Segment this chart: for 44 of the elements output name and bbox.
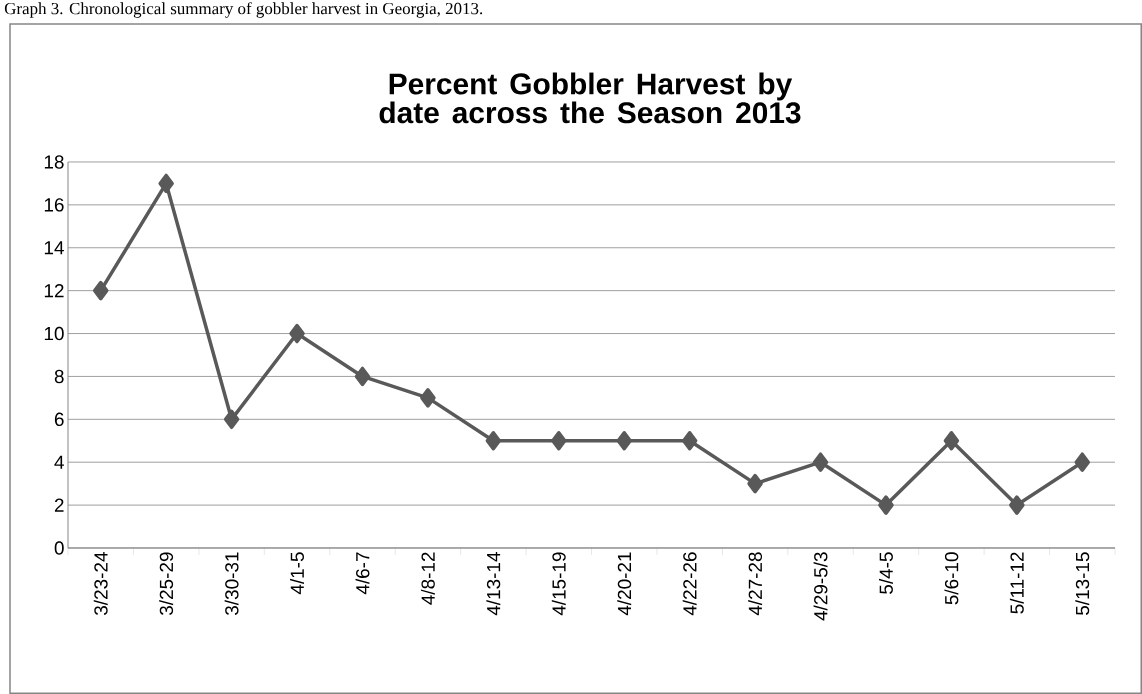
- x-tick-label: 5/6-10: [944, 552, 959, 605]
- point: [943, 431, 960, 451]
- y-tick-label: 16: [44, 198, 64, 212]
- point: [223, 409, 240, 430]
- x-tick-label: 3/30-31: [224, 552, 239, 615]
- x-tick-label: 4/1-5: [290, 552, 304, 595]
- point: [158, 173, 174, 194]
- point: [681, 431, 698, 451]
- point: [747, 473, 763, 494]
- x-tick-label: 3/25-29: [159, 552, 174, 615]
- x-tick-label: 4/20-21: [617, 552, 632, 616]
- point: [551, 431, 567, 451]
- chart-title: Percent Gobbler Harvest by date across the Season 2013: [379, 72, 801, 124]
- y-tick-label: 10: [44, 326, 64, 341]
- x-tick-label: 4/6-7: [355, 552, 370, 595]
- point: [354, 366, 371, 387]
- x-tick-label: 4/13-14: [486, 552, 501, 616]
- point: [812, 452, 829, 472]
- y-tick-label: 8: [54, 369, 64, 384]
- point: [92, 280, 109, 301]
- y-tick-label: 14: [44, 241, 64, 255]
- point: [1009, 495, 1025, 515]
- point: [485, 431, 502, 451]
- caption: Graph 3. Chronological summary of gobbler harvest in Georgia, 2013.: [4, 2, 483, 18]
- y-tick-label: 18: [44, 155, 64, 169]
- y-tick-label: 4: [54, 455, 64, 469]
- x-tick-label: 4/22-26: [682, 552, 697, 616]
- x-tick-label: 5/11-12: [1009, 552, 1024, 614]
- y-tick-label: 6: [54, 412, 64, 427]
- point: [420, 388, 436, 408]
- x-tick-label: 5/13-15: [1075, 552, 1090, 615]
- x-tick-label: 5/4-5: [879, 552, 893, 594]
- point: [1074, 452, 1091, 472]
- y-tick-label: 12: [44, 284, 64, 298]
- x-tick-label: 4/15-19: [551, 552, 566, 616]
- x-tick-label: 4/27-28: [748, 552, 763, 616]
- point: [878, 495, 894, 515]
- point: [616, 431, 632, 451]
- x-tick-label: 4/8-12: [420, 552, 435, 605]
- point: [289, 323, 305, 344]
- y-tick-label: 2: [54, 498, 64, 512]
- y-tick-label: 0: [54, 541, 64, 555]
- x-tick-label: 4/29-5/3: [813, 552, 828, 621]
- x-tick-label: 3/23-24: [93, 552, 108, 615]
